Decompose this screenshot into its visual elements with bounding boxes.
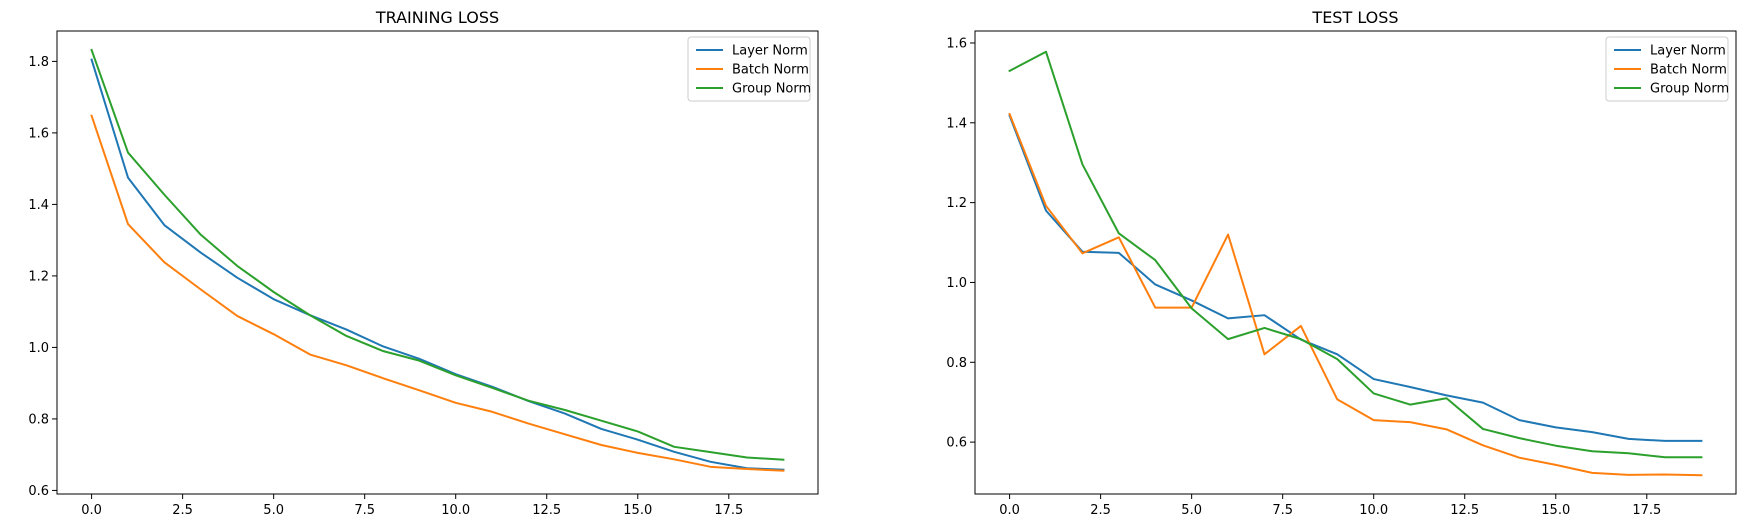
x-tick-label: 2.5: [172, 503, 193, 518]
y-tick-label: 1.6: [28, 126, 49, 141]
legend-box: [1605, 36, 1729, 102]
plot-area: [56, 30, 819, 495]
x-tick-label: 5.0: [263, 503, 284, 518]
series-line-layer-norm: [1008, 114, 1703, 442]
x-tick-label: 12.5: [1450, 503, 1479, 518]
legend-box: [687, 36, 811, 102]
y-tick-label: 1.6: [946, 36, 967, 51]
x-tick-label: 17.5: [714, 503, 743, 518]
y-tick-label: 1.0: [946, 276, 967, 291]
x-tick-label: 15.0: [623, 503, 652, 518]
y-tick-label: 1.2: [28, 269, 49, 284]
x-tick-label: 0.0: [999, 503, 1020, 518]
y-tick-label: 1.0: [28, 341, 49, 356]
training-loss-panel: TRAINING LOSS 0.0 2.5 5.0 7.5 10.0 12.5 15.0 17.…: [28, 8, 819, 518]
y-tick-label: 1.8: [28, 55, 49, 70]
y-tick-label: 1.2: [946, 196, 967, 211]
series-line-batch-norm: [90, 114, 785, 472]
x-tick-label: 15.0: [1541, 503, 1570, 518]
x-tick-label: 17.5: [1632, 503, 1661, 518]
chart-title: TEST LOSS: [1311, 8, 1398, 27]
x-tick-label: 7.5: [1272, 503, 1293, 518]
y-tick-label: 0.6: [946, 436, 967, 451]
plot-area: [974, 30, 1737, 495]
legend-label: Layer Norm: [1650, 44, 1726, 59]
x-tick-label: 2.5: [1090, 503, 1111, 518]
legend-label: Layer Norm: [732, 44, 808, 59]
x-tick-label: 5.0: [1181, 503, 1202, 518]
y-tick-label: 1.4: [28, 198, 49, 213]
series-line-batch-norm: [1008, 112, 1703, 477]
legend-label: Batch Norm: [1650, 63, 1727, 78]
y-tick-label: 0.8: [946, 356, 967, 371]
y-tick-label: 1.4: [946, 116, 967, 131]
x-tick-label: 10.0: [441, 503, 470, 518]
x-tick-label: 10.0: [1359, 503, 1388, 518]
legend-label: Group Norm: [732, 82, 811, 97]
legend: Layer Norm Batch Norm Group Norm: [1605, 36, 1729, 102]
y-tick-label: 0.8: [28, 412, 49, 427]
y-tick-label: 0.6: [28, 484, 49, 499]
series-line-group-norm: [1008, 50, 1703, 459]
series-line-layer-norm: [90, 58, 785, 471]
legend-label: Group Norm: [1650, 82, 1729, 97]
legend-label: Batch Norm: [732, 63, 809, 78]
chart-title: TRAINING LOSS: [375, 8, 499, 27]
legend: Layer Norm Batch Norm Group Norm: [687, 36, 811, 102]
x-tick-label: 0.0: [81, 503, 102, 518]
test-loss-panel: TEST LOSS 0.0 2.5 5.0 7.5 10.0 12.5 15.0 17.5 0.6…: [946, 8, 1737, 518]
x-tick-label: 7.5: [354, 503, 375, 518]
series-line-group-norm: [90, 48, 785, 461]
x-tick-label: 12.5: [532, 503, 561, 518]
